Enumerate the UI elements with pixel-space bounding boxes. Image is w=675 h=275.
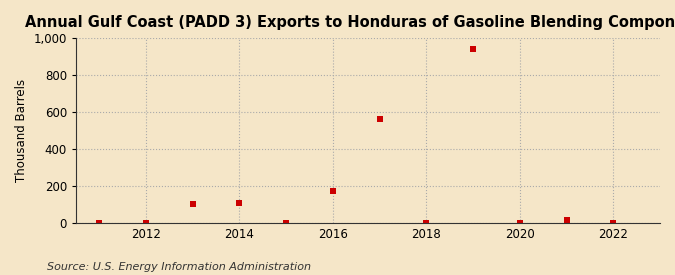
Title: Annual Gulf Coast (PADD 3) Exports to Honduras of Gasoline Blending Components: Annual Gulf Coast (PADD 3) Exports to Ho… (25, 15, 675, 30)
Text: Source: U.S. Energy Information Administration: Source: U.S. Energy Information Administ… (47, 262, 311, 272)
Y-axis label: Thousand Barrels: Thousand Barrels (15, 79, 28, 182)
